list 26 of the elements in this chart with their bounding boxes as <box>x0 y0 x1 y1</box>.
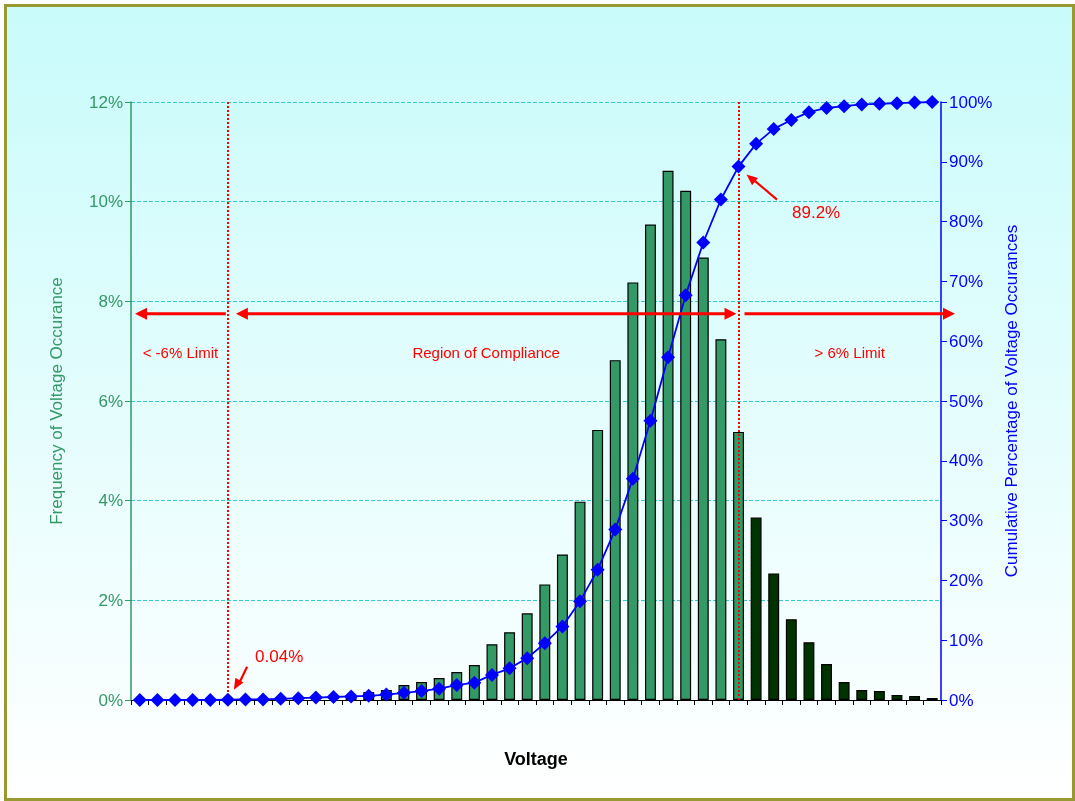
x-axis-title: Voltage <box>504 749 568 769</box>
annotation: > 6% Limit <box>814 343 886 361</box>
y2-tick-label: 40% <box>949 451 984 471</box>
y-tick-label: 8% <box>98 291 123 311</box>
y-tick-label: 0% <box>98 690 123 710</box>
y2-tick-label: 20% <box>949 570 984 590</box>
y2-tick-label: 30% <box>949 511 984 531</box>
y2-tick-label: 80% <box>949 212 984 232</box>
y-tick-label: 2% <box>98 590 123 610</box>
annotation: Region of Compliance <box>412 343 560 361</box>
y-tick-label: 12% <box>88 92 123 112</box>
y2-tick-label: 10% <box>949 630 984 650</box>
y-tick-label: 10% <box>88 192 123 212</box>
y2-tick-label: 100% <box>949 92 993 112</box>
y2-tick-label: 90% <box>949 152 984 172</box>
y2-tick-label: 0% <box>949 690 974 710</box>
annotation: < -6% Limit <box>142 343 219 361</box>
y2-tick-label: 50% <box>949 391 984 411</box>
y-tick-label: 4% <box>98 491 123 511</box>
y-axis-title: Frequency of Voltage Occurance <box>47 277 66 525</box>
y-tick-label: 6% <box>98 391 123 411</box>
annotation: 0.04% <box>255 646 304 666</box>
annotation: 89.2% <box>792 202 841 222</box>
y2-tick-label: 60% <box>949 331 984 351</box>
y2-axis-title: Cumulative Percentage of Voltage Occurances <box>1002 224 1022 578</box>
y2-tick-label: 70% <box>949 271 984 291</box>
